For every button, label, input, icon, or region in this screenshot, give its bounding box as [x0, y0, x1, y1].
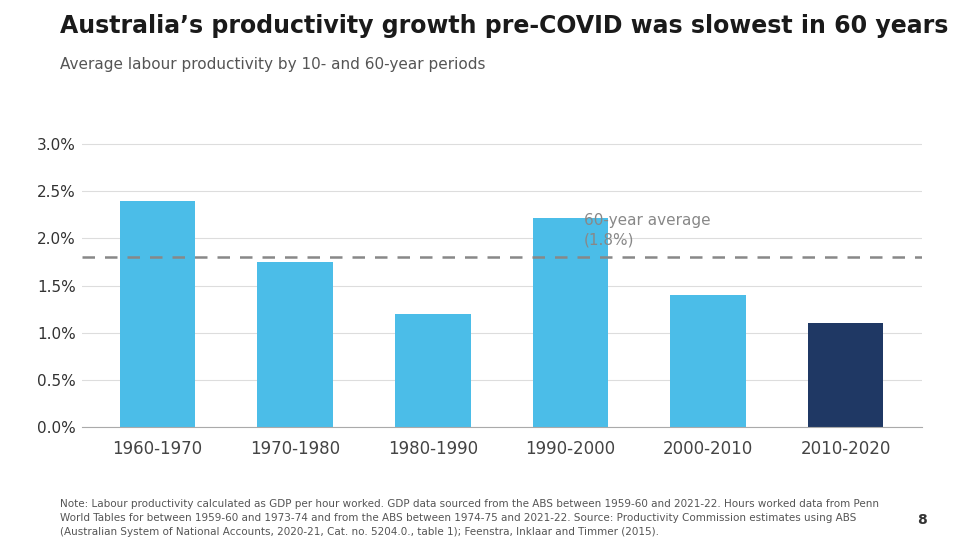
- Text: Note: Labour productivity calculated as GDP per hour worked. GDP data sourced fr: Note: Labour productivity calculated as …: [60, 500, 878, 537]
- Bar: [670, 295, 746, 427]
- Bar: [120, 201, 196, 427]
- Bar: [533, 218, 609, 427]
- Text: 8: 8: [917, 512, 926, 526]
- Text: 60-year average
(1.8%): 60-year average (1.8%): [584, 213, 710, 248]
- Text: Average labour productivity by 10- and 60-year periods: Average labour productivity by 10- and 6…: [60, 57, 485, 72]
- Bar: [395, 314, 470, 427]
- Bar: [257, 262, 333, 427]
- Bar: [807, 323, 883, 427]
- Text: Australia’s productivity growth pre-COVID was slowest in 60 years: Australia’s productivity growth pre-COVI…: [60, 14, 948, 37]
